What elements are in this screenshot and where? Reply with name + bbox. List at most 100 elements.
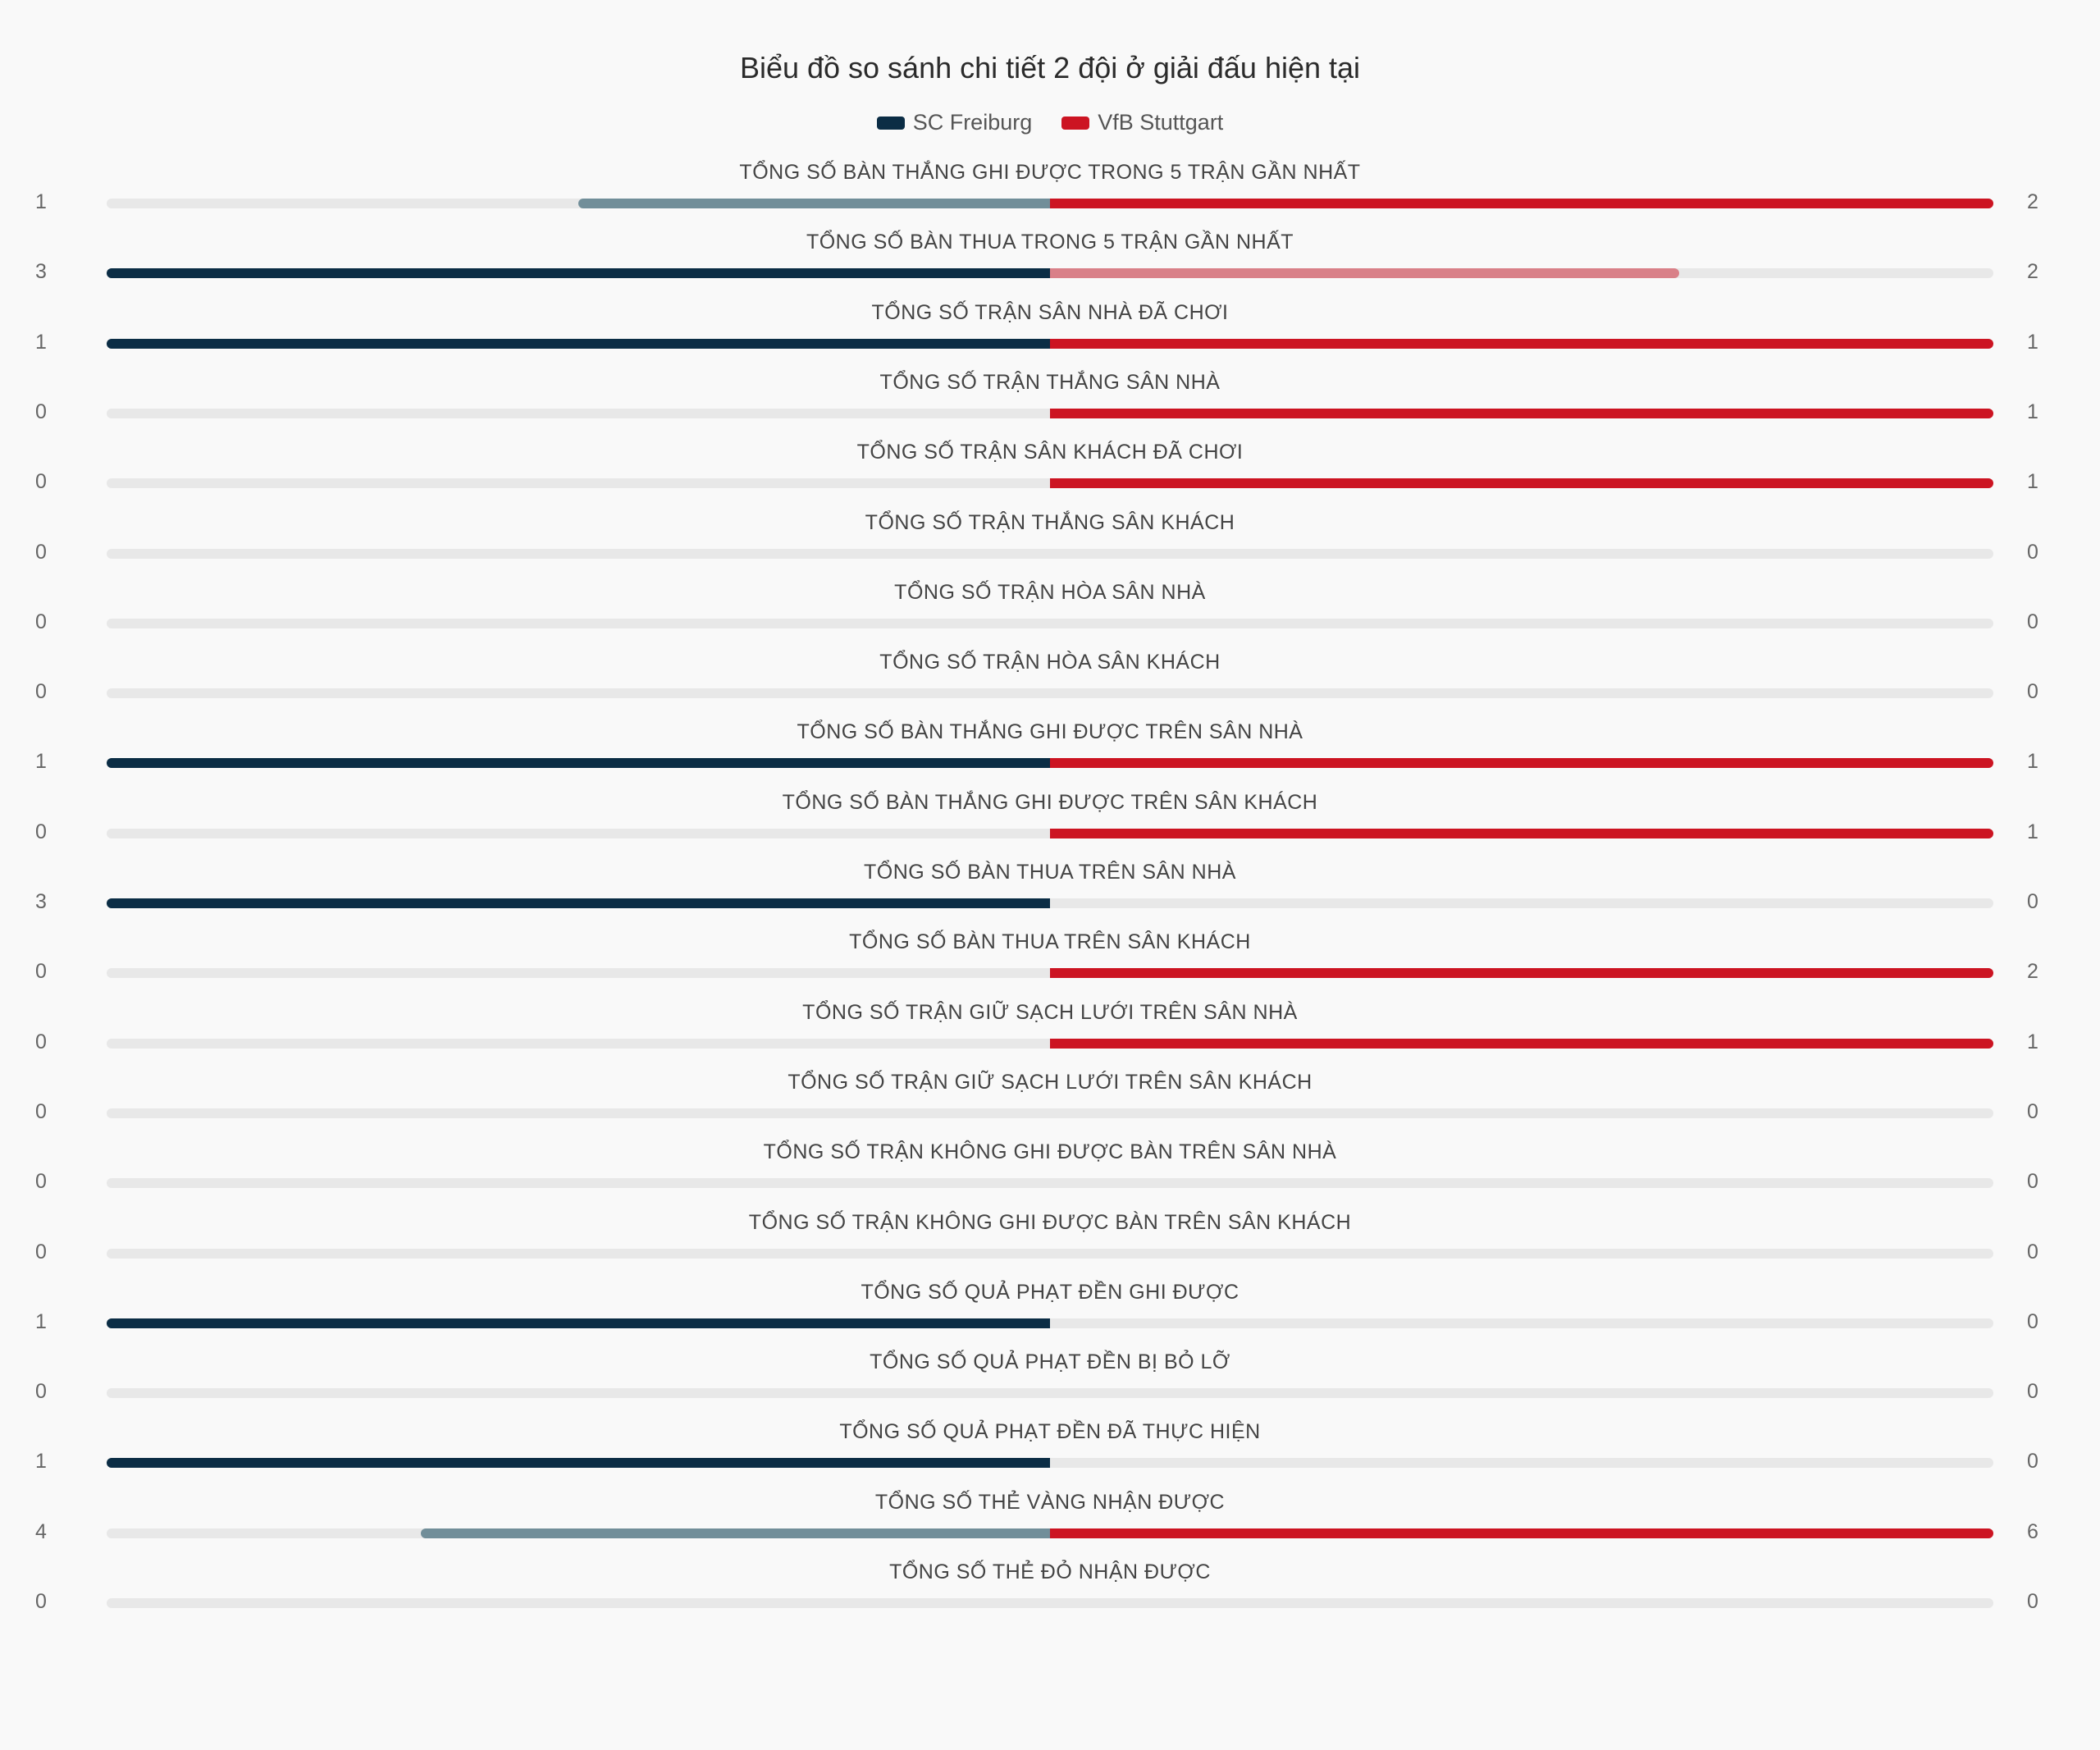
bar-track [107, 338, 1993, 349]
away-bar[interactable] [1050, 1528, 1993, 1538]
away-value: 0 [2027, 1590, 2038, 1613]
away-value: 1 [2027, 820, 2038, 843]
stat-label: TỔNG SỐ QUẢ PHẠT ĐỀN ĐÃ THỰC HIỆN [839, 1420, 1261, 1444]
home-value: 1 [35, 1450, 47, 1474]
away-value: 1 [2027, 470, 2038, 494]
bar-track [107, 1318, 1993, 1328]
stat-row: TỔNG SỐ TRẬN THẮNG SÂN NHÀ 0 1 [0, 370, 2100, 440]
home-value: 0 [35, 540, 47, 564]
home-bar[interactable] [107, 1318, 1050, 1328]
away-bar[interactable] [1050, 478, 1993, 489]
stat-row: TỔNG SỐ TRẬN SÂN NHÀ ĐÃ CHƠI 1 1 [0, 300, 2100, 370]
home-value: 1 [35, 330, 47, 354]
stat-label: TỔNG SỐ THẺ VÀNG NHẬN ĐƯỢC [874, 1490, 1226, 1514]
away-value: 0 [2027, 1450, 2038, 1474]
away-bar[interactable] [1050, 758, 1993, 769]
stat-label: TỔNG SỐ TRẬN THẮNG SÂN KHÁCH [865, 510, 1235, 534]
away-value: 1 [2027, 330, 2038, 354]
legend-item-home[interactable]: SC Freiburg [876, 110, 1033, 135]
away-value: 0 [2027, 1099, 2038, 1123]
home-value: 0 [35, 680, 47, 704]
bar-track [107, 478, 1993, 489]
stat-row: TỔNG SỐ TRẬN HÒA SÂN KHÁCH 0 0 [0, 650, 2100, 720]
stat-label: TỔNG SỐ TRẬN SÂN NHÀ ĐÃ CHƠI [871, 300, 1229, 324]
legend-label-home: SC Freiburg [912, 110, 1033, 135]
home-value: 1 [35, 1309, 47, 1333]
stat-row: TỔNG SỐ TRẬN KHÔNG GHI ĐƯỢC BÀN TRÊN SÂN… [0, 1210, 2100, 1280]
bar-track [107, 828, 1993, 838]
away-bar[interactable] [1050, 968, 1993, 979]
stat-row: TỔNG SỐ BÀN THẮNG GHI ĐƯỢC TRONG 5 TRẬN … [0, 160, 2100, 230]
away-bar[interactable] [1050, 268, 1679, 279]
away-value: 2 [2027, 260, 2038, 284]
away-bar[interactable] [1050, 1038, 1993, 1049]
stat-label: TỔNG SỐ QUẢ PHẠT ĐỀN GHI ĐƯỢC [861, 1280, 1239, 1304]
legend-swatch-away [1061, 116, 1090, 130]
stat-row: TỔNG SỐ BÀN THUA TRÊN SÂN KHÁCH 0 2 [0, 930, 2100, 999]
home-bar[interactable] [578, 199, 1050, 208]
home-value: 0 [35, 1240, 47, 1263]
home-bar[interactable] [107, 338, 1050, 349]
bar-track [107, 199, 1993, 208]
home-bar[interactable] [421, 1528, 1050, 1538]
away-value: 2 [2027, 190, 2038, 213]
stat-row: TỔNG SỐ THẺ VÀNG NHẬN ĐƯỢC 4 6 [0, 1490, 2100, 1560]
home-value: 1 [35, 190, 47, 213]
away-value: 0 [2027, 540, 2038, 564]
legend: SC Freiburg VfB Stuttgart [0, 110, 2100, 135]
away-bar[interactable] [1050, 338, 1993, 349]
stat-row: TỔNG SỐ BÀN THẮNG GHI ĐƯỢC TRÊN SÂN NHÀ 1… [0, 720, 2100, 789]
away-value: 0 [2027, 890, 2038, 913]
stat-row: TỔNG SỐ TRẬN GIỮ SẠCH LƯỚI TRÊN SÂN NHÀ 0… [0, 1000, 2100, 1070]
bar-track [107, 268, 1993, 279]
away-value: 0 [2027, 680, 2038, 704]
home-value: 0 [35, 960, 47, 984]
stat-row: TỔNG SỐ TRẬN SÂN KHÁCH ĐÃ CHƠI 0 1 [0, 440, 2100, 509]
home-value: 0 [35, 470, 47, 494]
stat-row: TỔNG SỐ TRẬN KHÔNG GHI ĐƯỢC BÀN TRÊN SÂN… [0, 1140, 2100, 1209]
stat-label: TỔNG SỐ TRẬN KHÔNG GHI ĐƯỢC BÀN TRÊN SÂN… [763, 1140, 1337, 1164]
away-bar[interactable] [1050, 828, 1993, 838]
home-value: 0 [35, 610, 47, 633]
home-bar[interactable] [107, 758, 1050, 769]
home-bar[interactable] [107, 898, 1050, 908]
bar-track [107, 548, 1993, 559]
home-bar[interactable] [107, 268, 1050, 279]
stat-label: TỔNG SỐ BÀN THUA TRÊN SÂN NHÀ [864, 861, 1236, 884]
away-value: 1 [2027, 1030, 2038, 1053]
stat-label: TỔNG SỐ BÀN THẮNG GHI ĐƯỢC TRÊN SÂN NHÀ [797, 720, 1303, 744]
home-value: 0 [35, 1380, 47, 1404]
home-value: 4 [35, 1519, 47, 1543]
away-bar[interactable] [1050, 199, 1993, 208]
home-bar[interactable] [107, 1458, 1050, 1469]
legend-item-away[interactable]: VfB Stuttgart [1061, 110, 1223, 135]
bar-track [107, 1528, 1993, 1538]
stat-label: TỔNG SỐ TRẬN THẮNG SÂN NHÀ [879, 370, 1221, 394]
bar-track [107, 1108, 1993, 1118]
away-value: 2 [2027, 960, 2038, 984]
home-value: 3 [35, 260, 47, 284]
bar-track [107, 688, 1993, 699]
stat-row: TỔNG SỐ TRẬN HÒA SÂN NHÀ 0 0 [0, 580, 2100, 650]
home-value: 1 [35, 750, 47, 774]
stat-label: TỔNG SỐ TRẬN SÂN KHÁCH ĐÃ CHƠI [856, 441, 1244, 464]
away-value: 1 [2027, 750, 2038, 774]
stat-row: TỔNG SỐ TRẬN GIỮ SẠCH LƯỚI TRÊN SÂN KHÁC… [0, 1070, 2100, 1140]
stat-label: TỔNG SỐ QUẢ PHẠT ĐỀN BỊ BỎ LỠ [870, 1350, 1230, 1374]
stat-row: TỔNG SỐ QUẢ PHẠT ĐỀN ĐÃ THỰC HIỆN 1 0 [0, 1419, 2100, 1489]
stat-label: TỔNG SỐ TRẬN GIỮ SẠCH LƯỚI TRÊN SÂN NHÀ [802, 1000, 1298, 1024]
stat-row: TỔNG SỐ QUẢ PHẠT ĐỀN GHI ĐƯỢC 1 0 [0, 1280, 2100, 1350]
stat-row: TỔNG SỐ BÀN THẮNG GHI ĐƯỢC TRÊN SÂN KHÁC… [0, 790, 2100, 860]
bar-track [107, 1248, 1993, 1259]
stat-label: TỔNG SỐ THẺ ĐỎ NHẬN ĐƯỢC [889, 1560, 1211, 1583]
away-value: 1 [2027, 400, 2038, 423]
stat-row: TỔNG SỐ QUẢ PHẠT ĐỀN BỊ BỎ LỠ 0 0 [0, 1350, 2100, 1419]
away-value: 0 [2027, 610, 2038, 633]
bar-track [107, 1458, 1993, 1469]
away-bar[interactable] [1050, 408, 1993, 418]
away-value: 0 [2027, 1170, 2038, 1194]
legend-swatch-home [876, 116, 905, 130]
stat-label: TỔNG SỐ TRẬN KHÔNG GHI ĐƯỢC BÀN TRÊN SÂN… [748, 1210, 1352, 1234]
stat-label: TỔNG SỐ TRẬN GIỮ SẠCH LƯỚI TRÊN SÂN KHÁC… [788, 1070, 1312, 1094]
